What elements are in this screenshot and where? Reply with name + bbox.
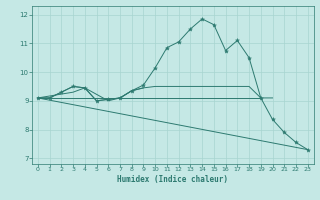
X-axis label: Humidex (Indice chaleur): Humidex (Indice chaleur) (117, 175, 228, 184)
